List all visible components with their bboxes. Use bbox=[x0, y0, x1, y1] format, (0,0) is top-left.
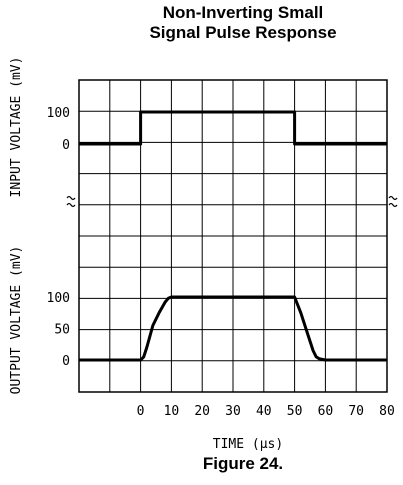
x-tick-label: 80 bbox=[379, 404, 395, 419]
chart-title-line-2: Signal Pulse Response bbox=[149, 23, 336, 42]
input-voltage-axis-label: INPUT VOLTAGE (mV) bbox=[9, 57, 24, 198]
x-tick-label: 70 bbox=[348, 404, 364, 419]
axis-break-mark bbox=[388, 202, 398, 208]
output-y-tick-label: 100 bbox=[47, 291, 70, 306]
axis-break-mark bbox=[66, 195, 76, 201]
output-pulse-line bbox=[79, 295, 387, 362]
axis-break-marks bbox=[66, 195, 398, 208]
x-tick-label: 50 bbox=[287, 404, 303, 419]
output-y-tick-label: 50 bbox=[54, 323, 70, 338]
figure-caption: Figure 24. bbox=[203, 454, 283, 473]
axis-break-mark bbox=[388, 195, 398, 201]
output-y-tick-label: 0 bbox=[62, 354, 70, 369]
x-tick-label: 10 bbox=[164, 404, 180, 419]
x-tick-label: 60 bbox=[318, 404, 334, 419]
input-y-tick-label: 0 bbox=[62, 138, 70, 153]
x-tick-label: 20 bbox=[194, 404, 210, 419]
output-voltage-axis-label: OUTPUT VOLTAGE (mV) bbox=[9, 246, 24, 395]
plot-grid bbox=[78, 79, 388, 393]
x-axis-label: TIME (μs) bbox=[213, 437, 283, 452]
x-tick-label: 30 bbox=[225, 404, 241, 419]
axis-break-mark bbox=[66, 202, 76, 208]
input-y-tick-label: 100 bbox=[47, 106, 70, 121]
series-lines bbox=[79, 110, 387, 362]
x-tick-label: 40 bbox=[256, 404, 272, 419]
chart-title-line-1: Non-Inverting Small bbox=[163, 3, 324, 22]
tick-labels: 0 10 20 30 40 50 60 70 80 100 0 100 50 0 bbox=[47, 106, 395, 419]
x-tick-label: 0 bbox=[137, 404, 145, 419]
input-pulse-line bbox=[79, 110, 387, 146]
